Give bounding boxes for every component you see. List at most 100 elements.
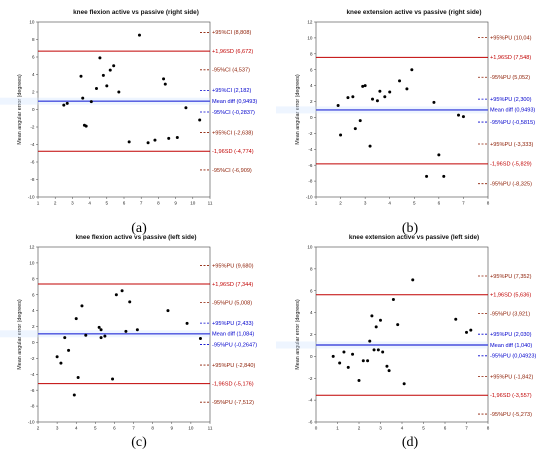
x-tick-label: 11 (208, 426, 213, 431)
data-point (383, 95, 387, 99)
panel-letter: (d) (402, 435, 419, 450)
data-point (351, 352, 355, 356)
line-label: Mean diff (1,040) (490, 343, 532, 349)
y-tick-label: -8 (30, 404, 35, 409)
y-tick-label: 8 (310, 266, 313, 271)
y-tick-label: 6 (310, 288, 313, 293)
x-tick-label: 6 (438, 201, 441, 206)
data-point (425, 174, 429, 178)
data-point (461, 115, 465, 119)
data-point (358, 119, 362, 123)
line-label: +95%PU (10,04) (490, 35, 532, 41)
y-tick-label: 2 (32, 324, 35, 329)
y-tick-label: 8 (310, 51, 313, 56)
line-label: -95%PU (-0,2647) (212, 342, 257, 348)
y-tick-label: -2 (30, 356, 35, 361)
x-tick-label: 4 (388, 201, 391, 206)
data-point (153, 138, 157, 142)
y-tick-label: -2 (308, 376, 313, 381)
data-point (99, 328, 103, 332)
y-tick-label: -4 (30, 142, 35, 147)
data-point (175, 136, 179, 139)
line-label: +1,96SD (6,672) (212, 49, 253, 55)
data-point (120, 289, 124, 293)
data-point (437, 153, 441, 157)
data-point (357, 378, 361, 382)
data-point (81, 96, 85, 100)
data-point (111, 377, 115, 381)
line-label: -95%PU (-5,273) (490, 412, 532, 418)
line-label: Mean diff (0,9493) (490, 108, 535, 114)
line-label: -1,96SD (-3,557) (490, 393, 532, 399)
data-point (331, 354, 335, 358)
y-tick-label: 10 (307, 36, 313, 41)
x-tick-label: 9 (174, 201, 177, 206)
panel-title: knee extension active vs passive (right … (347, 9, 482, 16)
data-point (346, 96, 350, 100)
data-point (391, 298, 395, 301)
data-point (128, 300, 132, 304)
data-point (405, 87, 409, 91)
data-point (361, 84, 365, 88)
data-point (137, 33, 141, 37)
data-point (353, 127, 357, 131)
mean-highlight (0, 97, 210, 105)
x-tick-label: 4 (88, 201, 91, 206)
line-label: +95%PU (-1,842) (490, 374, 534, 380)
line-label: -95%PU (3,921) (490, 311, 530, 317)
data-point (79, 74, 83, 78)
y-tick-label: -10 (306, 195, 313, 200)
data-point (198, 336, 202, 340)
data-point (432, 100, 436, 104)
data-point (135, 328, 139, 332)
data-point (454, 317, 458, 321)
data-point (59, 361, 63, 365)
x-tick-label: 10 (190, 201, 196, 206)
data-point (368, 339, 372, 343)
panel-letter: (c) (131, 435, 147, 450)
y-tick-label: 0 (310, 354, 313, 359)
y-tick-label: -6 (30, 160, 35, 165)
y-tick-label: -10 (28, 420, 35, 425)
y-tick-label: 4 (310, 310, 313, 315)
x-tick-label: 7 (132, 426, 135, 431)
x-tick-label: 3 (364, 201, 367, 206)
line-label: -1,96SD (-5,176) (212, 381, 254, 387)
y-tick-label: 12 (307, 20, 313, 25)
line-label: Mean diff (1,084) (212, 332, 254, 338)
y-tick-label: 6 (32, 292, 35, 297)
data-point (74, 317, 78, 321)
y-tick-label: 4 (310, 83, 313, 88)
data-point (97, 325, 101, 329)
x-tick-label: 8 (157, 201, 160, 206)
panel-c: knee flexion active vs passive (left sid… (0, 234, 257, 450)
y-tick-label: 4 (32, 308, 35, 313)
x-tick-label: 4 (75, 426, 78, 431)
x-tick-label: 2 (54, 201, 57, 206)
line-label: +1,96SD (5,636) (490, 293, 531, 299)
line-label: +95%PU (9,680) (212, 263, 254, 269)
line-label: -95%PU (0,04923) (490, 354, 536, 360)
data-point (336, 104, 340, 108)
data-point (378, 89, 382, 93)
plot-area (37, 21, 211, 198)
data-point (396, 323, 400, 327)
y-tick-label: 2 (310, 99, 313, 104)
y-tick-label: -4 (308, 147, 313, 152)
y-tick-label: 0 (310, 115, 313, 120)
panel-d: knee extension active vs passive (left s… (276, 234, 536, 450)
y-tick-label: -10 (28, 195, 35, 200)
data-point (342, 350, 346, 354)
data-point (146, 141, 150, 145)
data-point (368, 144, 372, 148)
data-point (442, 174, 446, 178)
line-label: -95%PU (-8,325) (490, 181, 532, 187)
panel-b: knee extension active vs passive (right … (276, 9, 535, 236)
x-tick-label: 4 (401, 426, 404, 431)
y-tick-label: 12 (29, 245, 35, 250)
data-point (469, 328, 473, 332)
data-point (112, 64, 116, 68)
data-point (62, 103, 66, 107)
line-label: -1,96SD (-5,829) (490, 162, 532, 168)
data-point (338, 361, 342, 365)
